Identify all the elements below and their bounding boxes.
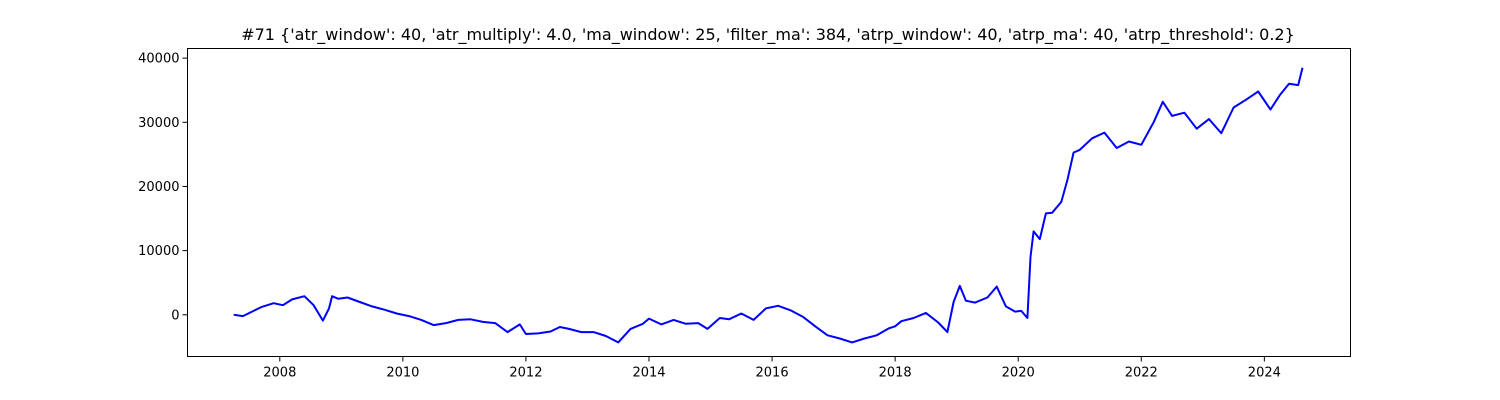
x-axis: 2008 2010 2012 2014 2016 2018 2020 2022 2024 [263,356,1281,381]
plot-frame [187,48,1351,357]
y-tick-label: 0 [171,308,179,323]
x-tick-label: 2012 [509,366,542,381]
chart-title: #71 {'atr_window': 40, 'atr_multiply': 4… [241,25,1295,45]
y-axis: 0 10000 20000 30000 40000 [138,52,188,323]
x-tick-label: 2016 [756,366,789,381]
x-tick-label: 2014 [632,366,665,381]
x-tick-label: 2010 [386,366,419,381]
x-tick-label: 2024 [1248,366,1281,381]
plot-area [233,67,1304,344]
x-tick-label: 2020 [1002,366,1035,381]
y-tick-label: 40000 [138,52,179,67]
y-tick-label: 20000 [138,180,179,195]
x-tick-label: 2008 [263,366,296,381]
x-tick-label: 2018 [879,366,912,381]
series-line-0 [233,67,1304,344]
x-tick-label: 2022 [1125,366,1158,381]
y-tick-label: 30000 [138,116,179,131]
y-tick-label: 10000 [138,244,179,259]
